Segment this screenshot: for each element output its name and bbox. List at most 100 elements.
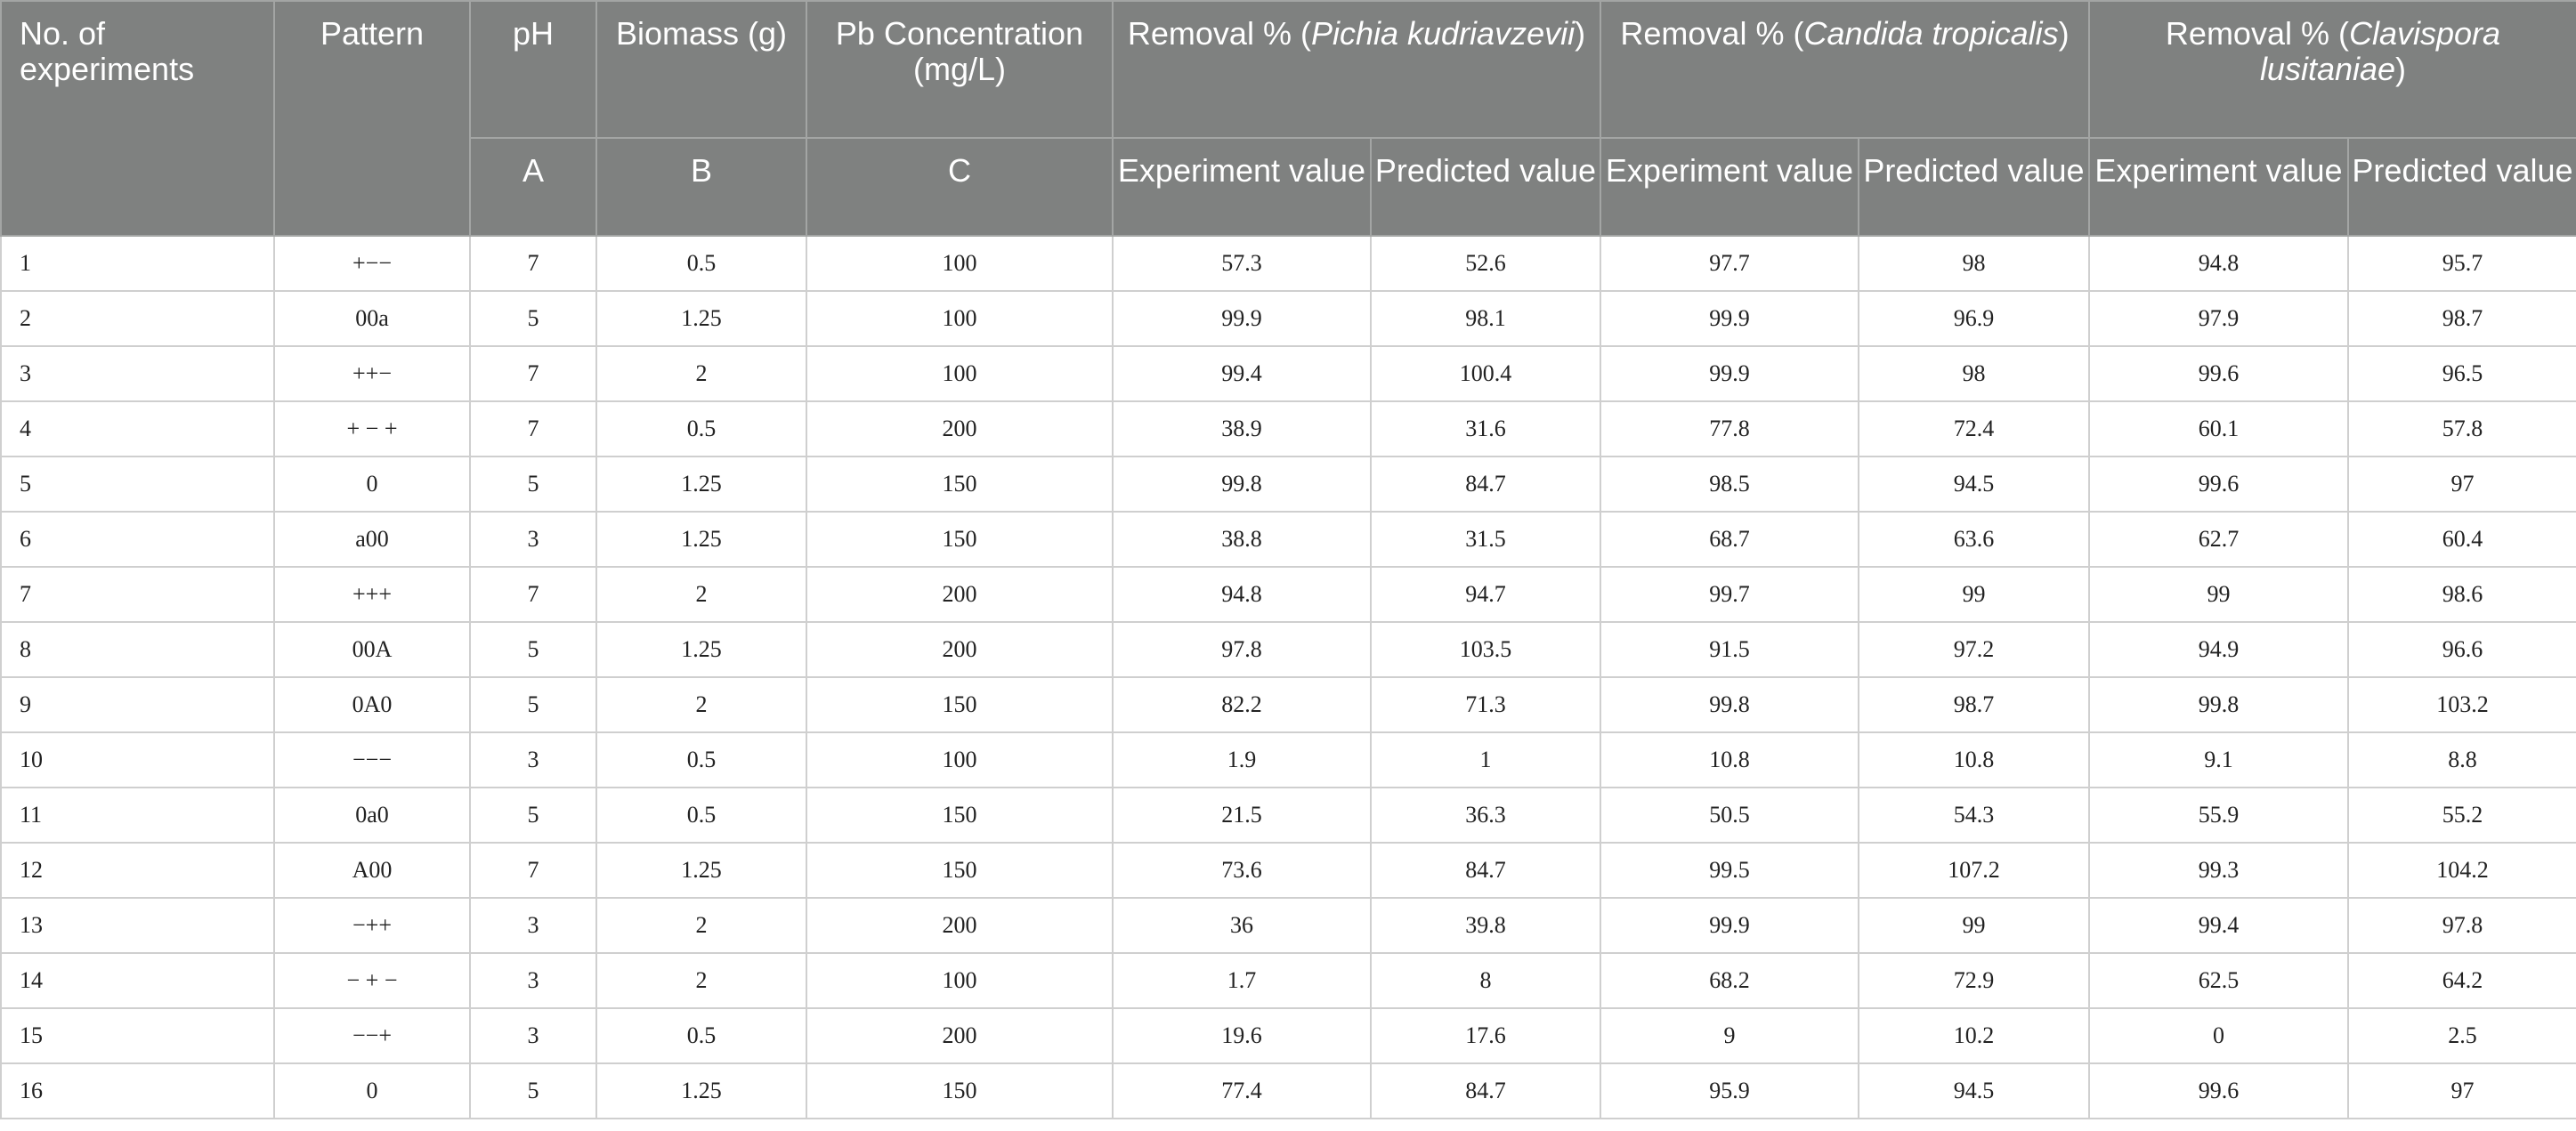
cell-pichia-experiment: 77.4 xyxy=(1112,1062,1372,1119)
cell-pattern: −++ xyxy=(273,897,471,954)
cell-candida-experiment: 99.7 xyxy=(1600,566,1859,623)
cell-pb-concentration: 200 xyxy=(806,897,1114,954)
header-experiment-value: Experiment value xyxy=(1600,137,1859,237)
cell-experiment-number: 11 xyxy=(0,787,275,844)
cell-pattern: 0a0 xyxy=(273,787,471,844)
cell-candida-experiment: 99.9 xyxy=(1600,345,1859,402)
cell-candida-experiment: 50.5 xyxy=(1600,787,1859,844)
cell-pichia-predicted: 31.5 xyxy=(1370,511,1601,568)
cell-ph: 3 xyxy=(469,511,597,568)
cell-pichia-predicted: 1 xyxy=(1370,731,1601,788)
cell-clavispora-experiment: 55.9 xyxy=(2088,787,2349,844)
header-pattern: Pattern xyxy=(273,0,471,237)
cell-clavispora-experiment: 62.7 xyxy=(2088,511,2349,568)
cell-ph: 5 xyxy=(469,290,597,347)
cell-ph: 3 xyxy=(469,731,597,788)
cell-experiment-number: 4 xyxy=(0,400,275,457)
cell-ph: 7 xyxy=(469,345,597,402)
cell-clavispora-predicted: 95.7 xyxy=(2347,235,2576,292)
cell-pichia-experiment: 38.9 xyxy=(1112,400,1372,457)
cell-ph: 3 xyxy=(469,897,597,954)
cell-pichia-predicted: 84.7 xyxy=(1370,842,1601,899)
cell-candida-experiment: 9 xyxy=(1600,1007,1859,1064)
cell-clavispora-predicted: 104.2 xyxy=(2347,842,2576,899)
cell-pattern: 0 xyxy=(273,456,471,513)
cell-candida-experiment: 10.8 xyxy=(1600,731,1859,788)
cell-candida-experiment: 98.5 xyxy=(1600,456,1859,513)
cell-pichia-predicted: 17.6 xyxy=(1370,1007,1601,1064)
cell-candida-predicted: 99 xyxy=(1858,897,2090,954)
cell-biomass: 0.5 xyxy=(595,787,807,844)
cell-pb-concentration: 150 xyxy=(806,787,1114,844)
cell-clavispora-experiment: 9.1 xyxy=(2088,731,2349,788)
cell-biomass: 1.25 xyxy=(595,290,807,347)
cell-pichia-predicted: 31.6 xyxy=(1370,400,1601,457)
cell-clavispora-predicted: 96.6 xyxy=(2347,621,2576,678)
cell-pb-concentration: 150 xyxy=(806,842,1114,899)
cell-ph: 5 xyxy=(469,1062,597,1119)
cell-experiment-number: 2 xyxy=(0,290,275,347)
cell-candida-predicted: 98 xyxy=(1858,345,2090,402)
header-experiment-value: Experiment value xyxy=(2088,137,2349,237)
cell-pichia-experiment: 19.6 xyxy=(1112,1007,1372,1064)
cell-pattern: A00 xyxy=(273,842,471,899)
cell-pichia-experiment: 73.6 xyxy=(1112,842,1372,899)
cell-biomass: 2 xyxy=(595,952,807,1009)
cell-clavispora-predicted: 64.2 xyxy=(2347,952,2576,1009)
cell-candida-predicted: 107.2 xyxy=(1858,842,2090,899)
table-row: 6 a00 3 1.25 150 38.8 31.5 68.7 63.6 62.7 60.4 xyxy=(0,511,2576,568)
cell-experiment-number: 15 xyxy=(0,1007,275,1064)
header-removal-candida: Removal % (Candida tropicalis) xyxy=(1600,0,2090,139)
cell-clavispora-predicted: 103.2 xyxy=(2347,676,2576,733)
cell-candida-predicted: 97.2 xyxy=(1858,621,2090,678)
cell-pichia-predicted: 84.7 xyxy=(1370,456,1601,513)
cell-pichia-experiment: 38.8 xyxy=(1112,511,1372,568)
cell-experiment-number: 12 xyxy=(0,842,275,899)
table-row: 8 00A 5 1.25 200 97.8 103.5 91.5 97.2 94.9 96.6 xyxy=(0,621,2576,678)
table-row: 16 0 5 1.25 150 77.4 84.7 95.9 94.5 99.6 97 xyxy=(0,1062,2576,1119)
cell-pichia-predicted: 36.3 xyxy=(1370,787,1601,844)
cell-biomass: 0.5 xyxy=(595,235,807,292)
species-name: Clavispora lusitaniae xyxy=(2259,15,2501,87)
cell-clavispora-predicted: 8.8 xyxy=(2347,731,2576,788)
cell-pichia-experiment: 1.7 xyxy=(1112,952,1372,1009)
cell-pichia-experiment: 21.5 xyxy=(1112,787,1372,844)
cell-clavispora-experiment: 0 xyxy=(2088,1007,2349,1064)
cell-pichia-experiment: 99.4 xyxy=(1112,345,1372,402)
cell-pichia-predicted: 52.6 xyxy=(1370,235,1601,292)
cell-candida-experiment: 99.8 xyxy=(1600,676,1859,733)
cell-clavispora-predicted: 2.5 xyxy=(2347,1007,2576,1064)
cell-pattern: 0 xyxy=(273,1062,471,1119)
cell-biomass: 0.5 xyxy=(595,400,807,457)
cell-candida-predicted: 98.7 xyxy=(1858,676,2090,733)
cell-candida-experiment: 77.8 xyxy=(1600,400,1859,457)
table-row: 3 ++− 7 2 100 99.4 100.4 99.9 98 99.6 96.5 xyxy=(0,345,2576,402)
cell-ph: 5 xyxy=(469,676,597,733)
header-code-b: B xyxy=(595,137,807,237)
species-name: Candida tropicalis xyxy=(1803,15,2059,52)
cell-pichia-predicted: 39.8 xyxy=(1370,897,1601,954)
cell-experiment-number: 6 xyxy=(0,511,275,568)
removal-suffix: ) xyxy=(1575,15,1586,52)
cell-candida-experiment: 68.7 xyxy=(1600,511,1859,568)
header-removal-clavispora: Removal % (Clavispora lusitaniae) xyxy=(2088,0,2576,139)
cell-candida-predicted: 10.2 xyxy=(1858,1007,2090,1064)
cell-clavispora-experiment: 99.8 xyxy=(2088,676,2349,733)
removal-suffix: ) xyxy=(2058,15,2070,52)
cell-pattern: ++− xyxy=(273,345,471,402)
cell-biomass: 1.25 xyxy=(595,621,807,678)
table-row: 2 00a 5 1.25 100 99.9 98.1 99.9 96.9 97.9 98.7 xyxy=(0,290,2576,347)
cell-pichia-experiment: 1.9 xyxy=(1112,731,1372,788)
cell-candida-predicted: 54.3 xyxy=(1858,787,2090,844)
header-predicted-value: Predicted value xyxy=(1858,137,2090,237)
cell-ph: 5 xyxy=(469,621,597,678)
cell-experiment-number: 16 xyxy=(0,1062,275,1119)
cell-experiment-number: 13 xyxy=(0,897,275,954)
cell-pichia-predicted: 103.5 xyxy=(1370,621,1601,678)
cell-pichia-experiment: 94.8 xyxy=(1112,566,1372,623)
cell-pattern: + − + xyxy=(273,400,471,457)
cell-biomass: 1.25 xyxy=(595,842,807,899)
table-row: 1 +−− 7 0.5 100 57.3 52.6 97.7 98 94.8 95.7 xyxy=(0,235,2576,292)
cell-pb-concentration: 150 xyxy=(806,511,1114,568)
cell-biomass: 1.25 xyxy=(595,511,807,568)
